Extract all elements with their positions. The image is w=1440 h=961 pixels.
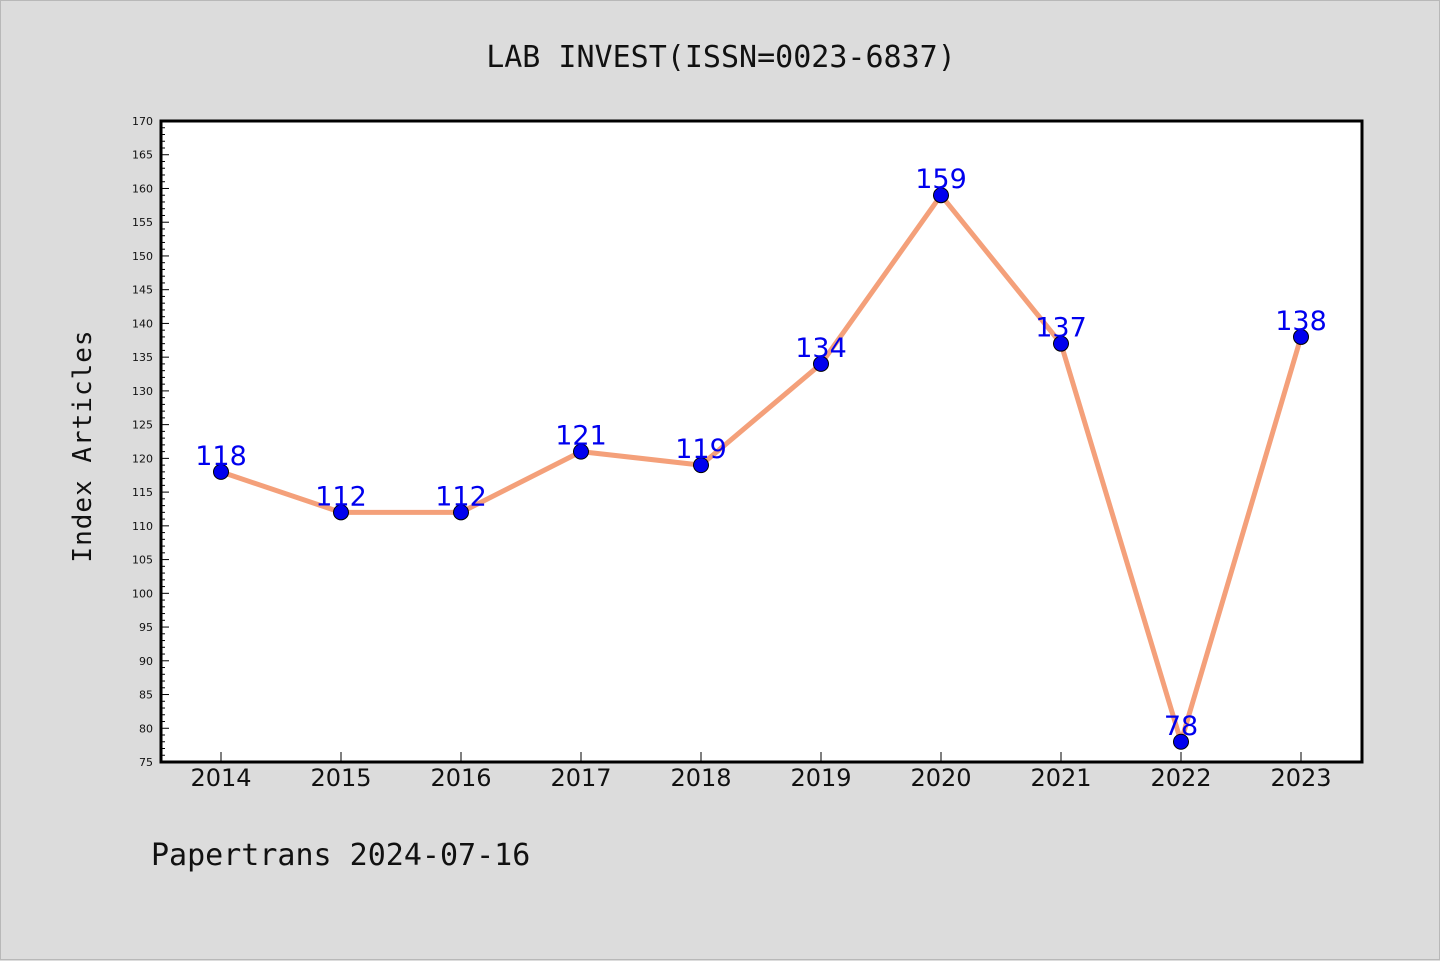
data-point: [693, 457, 709, 474]
y-tick-label: 150: [132, 250, 153, 263]
y-tick-label: 160: [132, 182, 153, 195]
y-tick-label: 140: [132, 317, 153, 330]
y-tick-label: 130: [132, 385, 153, 398]
y-tick-label: 165: [132, 149, 153, 162]
chart-title: LAB INVEST(ISSN=0023-6837): [486, 40, 956, 75]
data-label: 134: [795, 333, 847, 364]
data-series: 118 112 112 121 119 134 159 137 78 138: [195, 164, 1327, 750]
y-tick-label: 80: [139, 722, 153, 735]
series-line: [218, 192, 1304, 745]
y-tick-label: 170: [132, 115, 153, 128]
y-tick-label: 125: [132, 419, 153, 432]
y-axis-label: Index Articles: [68, 329, 98, 562]
x-tick-label: 2023: [1270, 764, 1331, 792]
data-point: [453, 504, 469, 521]
y-tick-label: 110: [132, 520, 153, 533]
x-tick-label: 2014: [190, 764, 251, 792]
data-point: [213, 463, 229, 480]
y-tick-label: 120: [132, 452, 153, 465]
x-tick-label: 2016: [430, 764, 491, 792]
x-tick-label: 2015: [310, 764, 371, 792]
y-tick-label: 90: [139, 655, 153, 668]
x-axis: 2014 2015 2016 2017 2018 2019 2020 2021 2022 2023: [190, 752, 1332, 792]
x-tick-label: 2017: [550, 764, 611, 792]
plot-area: [159, 119, 1364, 764]
data-label: 112: [435, 481, 487, 512]
y-tick-label: 100: [132, 587, 153, 600]
y-tick-label: 105: [132, 554, 153, 567]
data-label: 119: [675, 434, 727, 465]
data-label: 137: [1035, 313, 1087, 344]
y-tick-label: 75: [139, 756, 153, 769]
y-tick-label: 135: [132, 351, 153, 364]
data-point: [1173, 733, 1189, 750]
data-point: [933, 187, 949, 204]
data-point: [1053, 335, 1069, 352]
x-tick-label: 2022: [1150, 764, 1211, 792]
data-label: 121: [555, 421, 607, 452]
data-point: [333, 504, 349, 521]
y-tick-label: 85: [139, 689, 153, 702]
footer-credit: Papertrans 2024-07-16: [151, 838, 530, 873]
data-point: [813, 355, 829, 372]
x-tick-label: 2019: [790, 764, 851, 792]
data-label: 78: [1164, 711, 1198, 742]
data-label: 112: [315, 481, 367, 512]
data-point: [1293, 328, 1309, 345]
data-label: 138: [1275, 306, 1327, 337]
y-tick-label: 145: [132, 284, 153, 297]
y-tick-label: 115: [132, 486, 153, 499]
data-point: [573, 443, 589, 460]
y-axis: 75 80 85 90 95 100 105 110 115 120 125 130 135 140 145…: [132, 115, 169, 769]
x-tick-label: 2020: [910, 764, 971, 792]
x-tick-label: 2018: [670, 764, 731, 792]
data-label: 159: [915, 164, 967, 195]
y-tick-label: 155: [132, 216, 153, 229]
data-label: 118: [195, 441, 247, 472]
x-tick-label: 2021: [1030, 764, 1091, 792]
y-tick-label: 95: [139, 621, 153, 634]
